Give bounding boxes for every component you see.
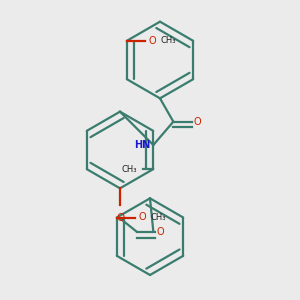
Text: O: O [157,227,164,237]
Text: O: O [116,213,124,223]
Text: CH₃: CH₃ [160,36,176,45]
Text: O: O [139,212,146,223]
Text: CH₃: CH₃ [121,165,136,174]
Text: O: O [148,36,156,46]
Text: O: O [193,117,201,127]
Text: HN: HN [134,140,150,150]
Text: CH₃: CH₃ [150,213,166,222]
